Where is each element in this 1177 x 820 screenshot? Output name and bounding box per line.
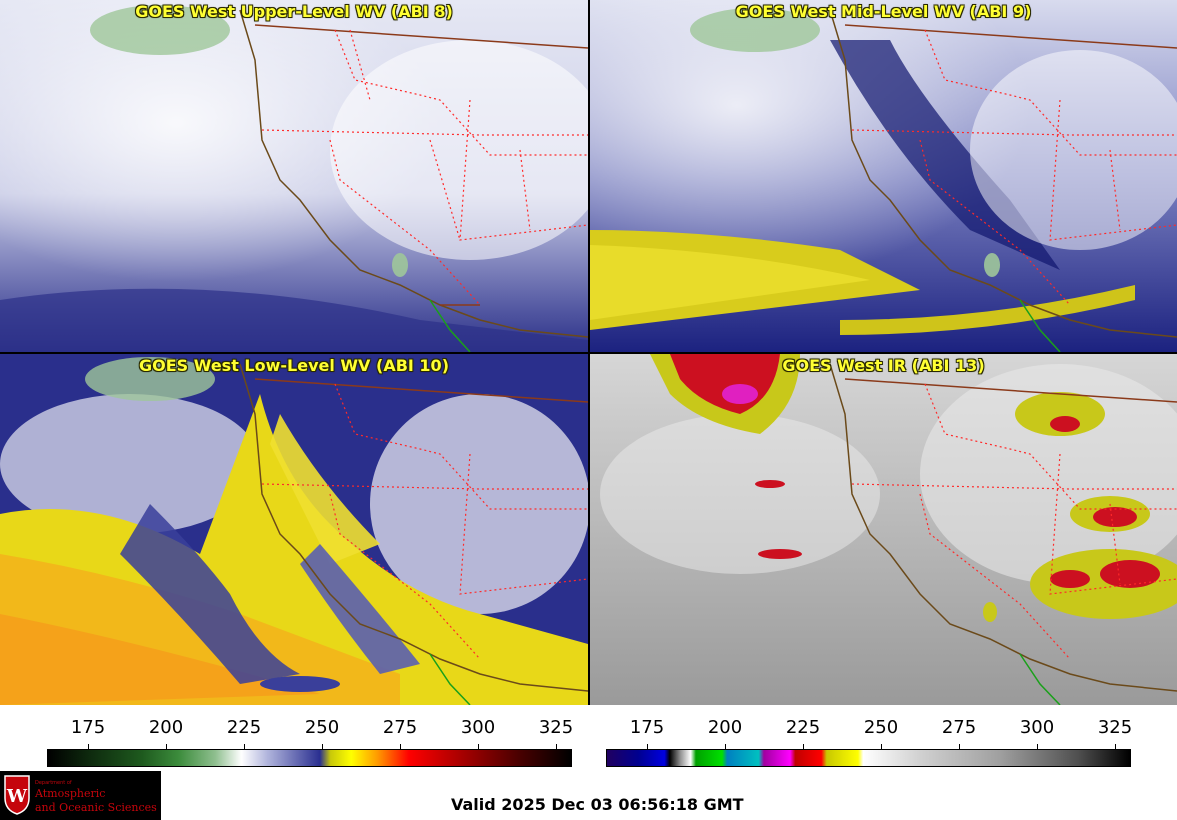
wv-upper-image (0, 0, 588, 352)
ir-image (590, 354, 1177, 705)
panel-title: GOES West Low-Level WV (ABI 10) (138, 356, 449, 375)
panel-title: GOES West Upper-Level WV (ABI 8) (135, 2, 453, 21)
wv-mid-image (590, 0, 1177, 352)
tick-mark (478, 744, 479, 750)
panel-ir: GOES West IR (ABI 13) (590, 354, 1177, 705)
colorbar-wv: 175 200 225 250 275 300 325 (47, 712, 574, 772)
tick-mark (166, 744, 167, 750)
svg-text:W: W (6, 786, 28, 807)
uw-crest-icon: W (4, 775, 30, 815)
tick-mark (647, 744, 648, 750)
logo-line1: Atmospheric (35, 787, 106, 800)
wv-low-image (0, 354, 588, 705)
colorbar-gradient (47, 749, 572, 767)
tick-mark (881, 744, 882, 750)
tick-mark (556, 744, 557, 750)
panel-mid-level-wv: GOES West Mid-Level WV (ABI 9) (590, 0, 1177, 352)
tick-mark (1037, 744, 1038, 750)
panel-upper-level-wv: GOES West Upper-Level WV (ABI 8) (0, 0, 588, 352)
tick-label: 275 (941, 717, 977, 738)
tick-label: 175 (629, 717, 665, 738)
tick-mark (959, 744, 960, 750)
tick-label: 200 (707, 717, 743, 738)
colorbar-ir: 175 200 225 250 275 300 325 (606, 712, 1133, 772)
tick-mark (400, 744, 401, 750)
tick-label: 325 (538, 717, 574, 738)
tick-label: 275 (382, 717, 418, 738)
colorbar-ticks: 175 200 225 250 275 300 325 (47, 712, 574, 750)
tick-label: 300 (1019, 717, 1055, 738)
panel-low-level-wv: GOES West Low-Level WV (ABI 10) (0, 354, 588, 705)
tick-label: 250 (304, 717, 340, 738)
tick-label: 250 (863, 717, 899, 738)
logo-dept-label: Department of (35, 780, 72, 786)
tick-mark (88, 744, 89, 750)
tick-mark (244, 744, 245, 750)
tick-mark (803, 744, 804, 750)
panel-title: GOES West IR (ABI 13) (782, 356, 985, 375)
tick-label: 300 (460, 717, 496, 738)
panel-divider-horizontal (0, 352, 1177, 354)
tick-mark (725, 744, 726, 750)
tick-label: 200 (148, 717, 184, 738)
valid-time: Valid 2025 Dec 03 06:56:18 GMT (451, 795, 744, 814)
tick-label: 325 (1097, 717, 1133, 738)
aos-logo: W Department of Atmospheric and Oceanic … (0, 771, 161, 820)
panel-title: GOES West Mid-Level WV (ABI 9) (735, 2, 1032, 21)
tick-mark (322, 744, 323, 750)
tick-label: 225 (785, 717, 821, 738)
tick-mark (1115, 744, 1116, 750)
logo-line2: and Oceanic Sciences (35, 801, 157, 814)
tick-label: 225 (226, 717, 262, 738)
colorbar-ticks: 175 200 225 250 275 300 325 (606, 712, 1133, 750)
tick-label: 175 (70, 717, 106, 738)
colorbar-gradient (606, 749, 1131, 767)
